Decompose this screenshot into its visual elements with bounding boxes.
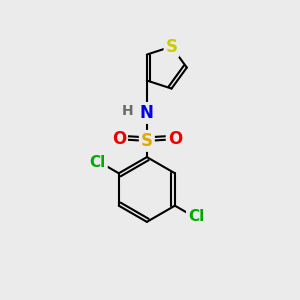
Text: S: S: [141, 132, 153, 150]
Text: O: O: [112, 130, 126, 148]
Text: N: N: [140, 104, 154, 122]
Text: O: O: [168, 130, 182, 148]
Text: Cl: Cl: [90, 155, 106, 170]
Text: H: H: [122, 104, 134, 118]
Text: Cl: Cl: [188, 209, 204, 224]
Text: S: S: [166, 38, 178, 56]
